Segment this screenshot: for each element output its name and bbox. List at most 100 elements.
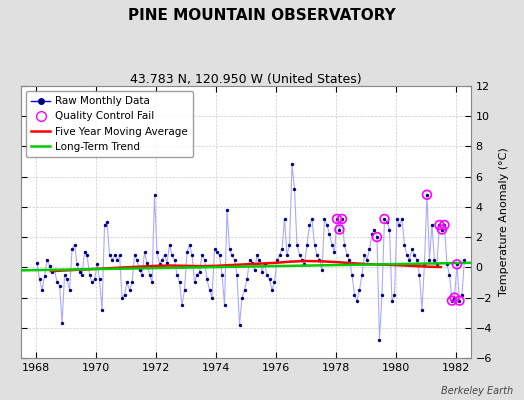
Point bbox=[48, 269, 56, 275]
Text: PINE MOUNTAIN OBSERVATORY: PINE MOUNTAIN OBSERVATORY bbox=[128, 8, 396, 23]
Point bbox=[118, 294, 126, 301]
Point bbox=[365, 246, 374, 252]
Point bbox=[398, 216, 406, 222]
Point bbox=[200, 256, 209, 263]
Point bbox=[410, 252, 419, 258]
Y-axis label: Temperature Anomaly (°C): Temperature Anomaly (°C) bbox=[499, 148, 509, 296]
Point bbox=[448, 298, 456, 304]
Point bbox=[73, 261, 81, 268]
Point bbox=[328, 242, 336, 248]
Point bbox=[345, 256, 354, 263]
Point bbox=[378, 291, 386, 298]
Point bbox=[368, 231, 376, 237]
Point bbox=[268, 287, 276, 293]
Point bbox=[313, 252, 321, 258]
Point bbox=[453, 261, 461, 268]
Text: Berkeley Earth: Berkeley Earth bbox=[441, 386, 514, 396]
Point bbox=[60, 272, 69, 278]
Point bbox=[153, 249, 161, 256]
Point bbox=[370, 226, 379, 233]
Point bbox=[373, 234, 381, 240]
Point bbox=[223, 207, 231, 213]
Point bbox=[225, 246, 234, 252]
Point bbox=[440, 222, 449, 228]
Point bbox=[318, 267, 326, 274]
Point bbox=[50, 267, 59, 274]
Point bbox=[121, 291, 129, 298]
Point bbox=[273, 256, 281, 263]
Point bbox=[433, 261, 441, 268]
Point bbox=[68, 246, 77, 252]
Point bbox=[176, 279, 184, 286]
Point bbox=[36, 276, 44, 283]
Point bbox=[393, 216, 401, 222]
Point bbox=[210, 246, 219, 252]
Point bbox=[235, 322, 244, 328]
Point bbox=[428, 222, 436, 228]
Point bbox=[63, 276, 71, 283]
Point bbox=[185, 242, 194, 248]
Point bbox=[288, 161, 296, 168]
Point bbox=[310, 242, 319, 248]
Point bbox=[101, 222, 109, 228]
Point bbox=[178, 302, 186, 308]
Point bbox=[160, 252, 169, 258]
Point bbox=[173, 272, 181, 278]
Point bbox=[90, 276, 99, 283]
Point bbox=[38, 287, 46, 293]
Point bbox=[108, 256, 116, 263]
Point bbox=[390, 291, 399, 298]
Point bbox=[305, 222, 314, 228]
Point bbox=[258, 269, 266, 275]
Point bbox=[245, 256, 254, 263]
Point bbox=[143, 260, 151, 266]
Point bbox=[275, 252, 283, 258]
Point bbox=[293, 242, 301, 248]
Point bbox=[33, 260, 41, 266]
Point bbox=[408, 246, 416, 252]
Point bbox=[450, 294, 458, 301]
Point bbox=[315, 256, 324, 263]
Point bbox=[338, 216, 346, 222]
Point bbox=[195, 269, 204, 275]
Point bbox=[363, 256, 371, 263]
Point bbox=[423, 192, 431, 198]
Point bbox=[280, 216, 289, 222]
Point bbox=[158, 256, 166, 263]
Point bbox=[340, 242, 348, 248]
Point bbox=[333, 216, 341, 222]
Point bbox=[168, 252, 176, 258]
Point bbox=[148, 279, 156, 286]
Point bbox=[403, 252, 411, 258]
Point bbox=[350, 291, 358, 298]
Point bbox=[255, 256, 264, 263]
Point bbox=[355, 287, 364, 293]
Point bbox=[278, 246, 286, 252]
Point bbox=[80, 249, 89, 256]
Point bbox=[388, 298, 396, 304]
Point bbox=[40, 273, 49, 280]
Point bbox=[448, 298, 456, 304]
Point bbox=[435, 222, 444, 228]
Point bbox=[155, 261, 163, 268]
Point bbox=[453, 261, 461, 268]
Point bbox=[78, 272, 86, 278]
Point bbox=[260, 261, 269, 268]
Point bbox=[373, 234, 381, 240]
Point bbox=[188, 252, 196, 258]
Point bbox=[220, 302, 228, 308]
Point bbox=[115, 252, 124, 258]
Point bbox=[93, 261, 101, 268]
Point bbox=[438, 226, 446, 233]
Point bbox=[338, 216, 346, 222]
Point bbox=[238, 294, 246, 301]
Point bbox=[320, 216, 329, 222]
Point bbox=[380, 216, 389, 222]
Point bbox=[443, 261, 451, 268]
Point bbox=[133, 256, 141, 263]
Point bbox=[145, 272, 154, 278]
Point bbox=[380, 216, 389, 222]
Point bbox=[455, 298, 464, 304]
Point bbox=[343, 252, 351, 258]
Point bbox=[283, 252, 291, 258]
